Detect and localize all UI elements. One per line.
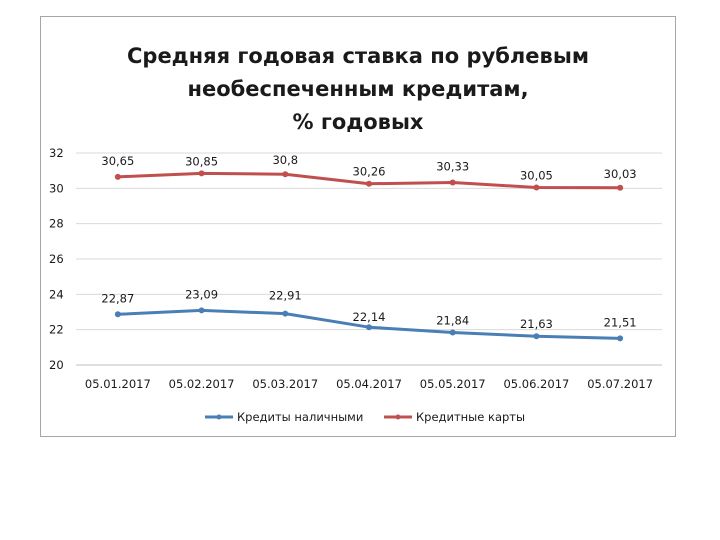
y-tick-label: 26 — [49, 252, 64, 266]
data-point — [114, 311, 121, 318]
data-label: 30,65 — [101, 154, 134, 168]
data-point — [617, 184, 624, 191]
data-label: 21,63 — [520, 317, 553, 331]
x-tick-label: 05.04.2017 — [336, 377, 402, 391]
data-point — [282, 171, 289, 178]
chart-title: Средняя годовая ставка по рублевым необе… — [40, 40, 676, 139]
chart-title-line-3: % годовых — [292, 110, 424, 134]
data-label: 21,84 — [436, 313, 469, 327]
chart-title-line-1: Средняя годовая ставка по рублевым — [127, 44, 589, 68]
chart-title-line-2: необеспеченным кредитам, — [187, 77, 529, 101]
data-label: 22,87 — [101, 291, 134, 305]
legend-marker — [395, 414, 401, 420]
x-tick-label: 05.07.2017 — [587, 377, 653, 391]
x-tick-label: 05.05.2017 — [420, 377, 486, 391]
legend-marker — [216, 414, 222, 420]
data-label: 22,14 — [353, 310, 386, 324]
data-label: 30,26 — [353, 165, 386, 179]
y-tick-label: 24 — [49, 287, 64, 301]
y-tick-label: 28 — [49, 217, 64, 231]
y-tick-label: 20 — [49, 358, 64, 372]
data-point — [449, 179, 456, 186]
data-label: 30,05 — [520, 168, 553, 182]
x-tick-label: 05.03.2017 — [252, 377, 318, 391]
y-tick-label: 30 — [49, 181, 64, 195]
data-label: 30,33 — [436, 160, 469, 174]
chart-frame — [40, 16, 676, 437]
data-point — [198, 307, 205, 314]
data-label: 21,51 — [604, 315, 637, 329]
x-tick-label: 05.02.2017 — [169, 377, 235, 391]
data-point — [282, 310, 289, 317]
y-tick-label: 32 — [49, 146, 64, 160]
x-tick-label: 05.01.2017 — [85, 377, 151, 391]
data-point — [449, 329, 456, 336]
data-label: 30,85 — [185, 154, 218, 168]
legend-label: Кредитные карты — [416, 410, 525, 424]
data-point — [366, 180, 372, 187]
data-point — [617, 335, 624, 342]
data-point — [366, 324, 372, 331]
data-label: 22,91 — [269, 289, 302, 303]
data-label: 30,03 — [604, 167, 637, 181]
data-point — [114, 173, 121, 180]
data-label: 30,8 — [272, 153, 298, 167]
legend-label: Кредиты наличными — [237, 410, 363, 424]
x-tick-label: 05.06.2017 — [503, 377, 569, 391]
y-tick-label: 22 — [49, 323, 64, 337]
data-point — [533, 333, 540, 340]
data-label: 23,09 — [185, 287, 218, 301]
data-point — [198, 170, 205, 177]
data-point — [533, 184, 540, 191]
